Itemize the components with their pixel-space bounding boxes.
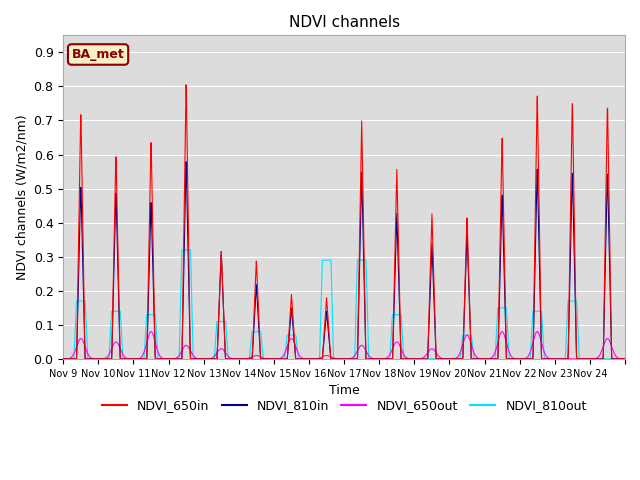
NDVI_810out	[605, 356, 612, 362]
NDVI_810out	[605, 356, 613, 362]
X-axis label: Time: Time	[329, 384, 360, 397]
NDVI_810out	[621, 356, 629, 362]
NDVI_810in	[621, 356, 629, 362]
NDVI_650in	[182, 82, 190, 88]
NDVI_810out	[333, 356, 340, 362]
NDVI_650in	[502, 330, 509, 336]
Title: NDVI channels: NDVI channels	[289, 15, 400, 30]
NDVI_810out	[318, 272, 326, 278]
NDVI_810in	[605, 235, 613, 240]
NDVI_810out	[88, 356, 96, 362]
NDVI_650in	[621, 356, 629, 362]
Line: NDVI_650out: NDVI_650out	[63, 332, 625, 359]
NDVI_650in	[60, 356, 67, 362]
NDVI_810in	[502, 337, 509, 343]
NDVI_650out	[333, 356, 340, 361]
NDVI_650in	[318, 356, 326, 362]
NDVI_810out	[60, 356, 67, 362]
NDVI_650out	[317, 354, 325, 360]
NDVI_650out	[88, 355, 96, 361]
NDVI_650out	[499, 329, 506, 335]
NDVI_810in	[88, 356, 96, 362]
NDVI_810in	[605, 222, 612, 228]
Text: BA_met: BA_met	[72, 48, 124, 61]
Line: NDVI_810out: NDVI_810out	[63, 250, 625, 359]
NDVI_810in	[318, 356, 326, 362]
NDVI_810out	[178, 247, 186, 253]
Line: NDVI_810in: NDVI_810in	[63, 162, 625, 359]
NDVI_810out	[502, 305, 509, 311]
NDVI_650out	[621, 356, 629, 362]
NDVI_650out	[502, 337, 509, 343]
NDVI_810in	[333, 356, 340, 362]
Y-axis label: NDVI channels (W/m2/nm): NDVI channels (W/m2/nm)	[15, 114, 28, 280]
NDVI_650out	[568, 356, 576, 362]
NDVI_650in	[333, 356, 340, 362]
NDVI_650in	[605, 174, 612, 180]
NDVI_650out	[605, 337, 613, 343]
NDVI_650in	[88, 356, 96, 362]
Legend: NDVI_650in, NDVI_810in, NDVI_650out, NDVI_810out: NDVI_650in, NDVI_810in, NDVI_650out, NDV…	[97, 395, 591, 418]
Line: NDVI_650in: NDVI_650in	[63, 85, 625, 359]
NDVI_810in	[182, 159, 190, 165]
NDVI_810in	[60, 356, 67, 362]
NDVI_650in	[605, 192, 613, 197]
NDVI_650out	[605, 337, 613, 343]
NDVI_650out	[60, 356, 67, 362]
